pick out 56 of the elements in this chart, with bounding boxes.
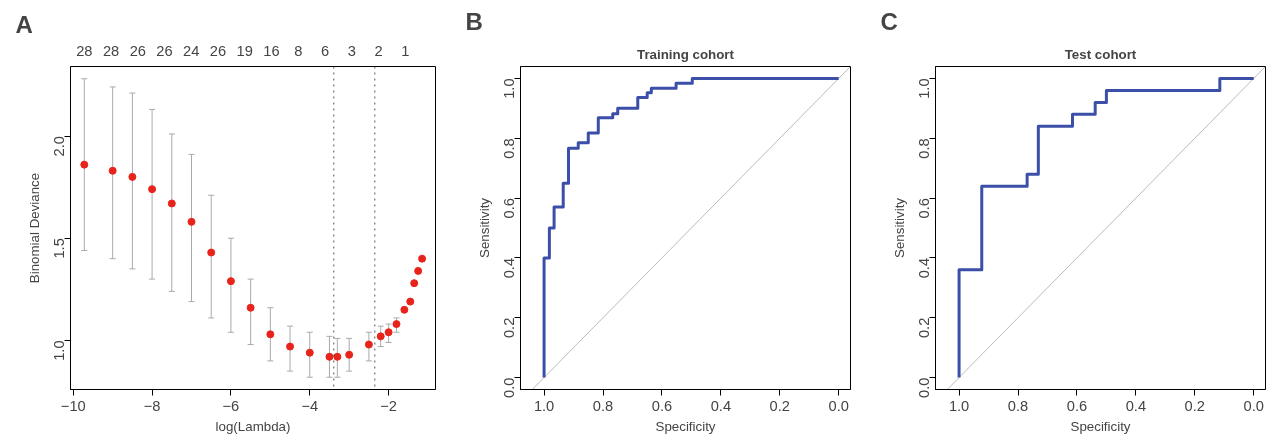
text: 26 (156, 42, 173, 59)
x-tick-label: 0.0 (828, 397, 849, 414)
text: 8 (294, 42, 303, 59)
text: 26 (129, 42, 146, 59)
chart-title: Training cohort (637, 46, 735, 62)
text: A (15, 10, 33, 38)
y-tick-label: 1.0 (51, 340, 68, 361)
x-axis-title: Specificity (655, 418, 716, 434)
y-tick-label: 1.0 (501, 78, 518, 99)
text: C (880, 7, 898, 35)
y-tick-label: 0.4 (501, 257, 518, 279)
x-tick-label: −8 (143, 397, 161, 414)
text: B (465, 7, 483, 35)
x-tick-label: −6 (222, 397, 240, 414)
text: 1 (401, 42, 410, 59)
y-tick-label: 2.0 (51, 136, 68, 157)
text: 24 (183, 42, 200, 59)
y-axis-title: Binomial Deviance (26, 172, 42, 284)
x-tick-label: 1.0 (948, 397, 970, 414)
x-tick-label: −10 (60, 397, 86, 414)
chart-title: Test cohort (1064, 46, 1137, 62)
text: 19 (236, 42, 253, 59)
text: 28 (102, 42, 120, 59)
x-tick-label: 0.8 (592, 397, 614, 414)
y-tick-label: 0.4 (916, 257, 933, 279)
x-tick-label: 0.6 (651, 397, 673, 414)
x-tick-label: 0.0 (1243, 397, 1264, 414)
y-axis-title: Sensitivity (476, 197, 492, 258)
text: 6 (320, 42, 330, 59)
x-tick-label: 0.4 (1125, 397, 1147, 414)
x-tick-label: −4 (301, 397, 319, 414)
text: 26 (209, 42, 227, 59)
y-tick-label: 0.0 (501, 377, 518, 398)
y-tick-label: 0.8 (501, 138, 518, 159)
x-tick-label: 0.2 (769, 397, 790, 414)
y-tick-label: 0.2 (916, 317, 933, 339)
y-tick-label: 1.5 (51, 238, 68, 259)
y-axis-title: Sensitivity (891, 197, 907, 258)
text: 28 (76, 42, 93, 59)
x-tick-label: 0.8 (1007, 397, 1029, 414)
y-tick-label: 0.6 (501, 198, 518, 219)
y-tick-label: 1.0 (916, 78, 933, 99)
y-tick-label: 0.6 (916, 198, 933, 219)
text: 2 (374, 42, 383, 59)
x-tick-label: −2 (380, 397, 397, 414)
y-tick-label: 0.0 (916, 377, 933, 398)
y-tick-label: 0.2 (501, 317, 518, 339)
x-axis-title: Specificity (1070, 418, 1131, 434)
x-tick-label: 0.6 (1066, 397, 1088, 414)
x-tick-label: 0.4 (710, 397, 732, 414)
x-tick-label: 1.0 (533, 397, 555, 414)
x-tick-label: 0.2 (1184, 397, 1205, 414)
x-axis-title: log(Lambda) (215, 418, 291, 434)
y-tick-label: 0.8 (916, 138, 933, 159)
text: 3 (347, 42, 356, 59)
text: 16 (263, 42, 280, 59)
